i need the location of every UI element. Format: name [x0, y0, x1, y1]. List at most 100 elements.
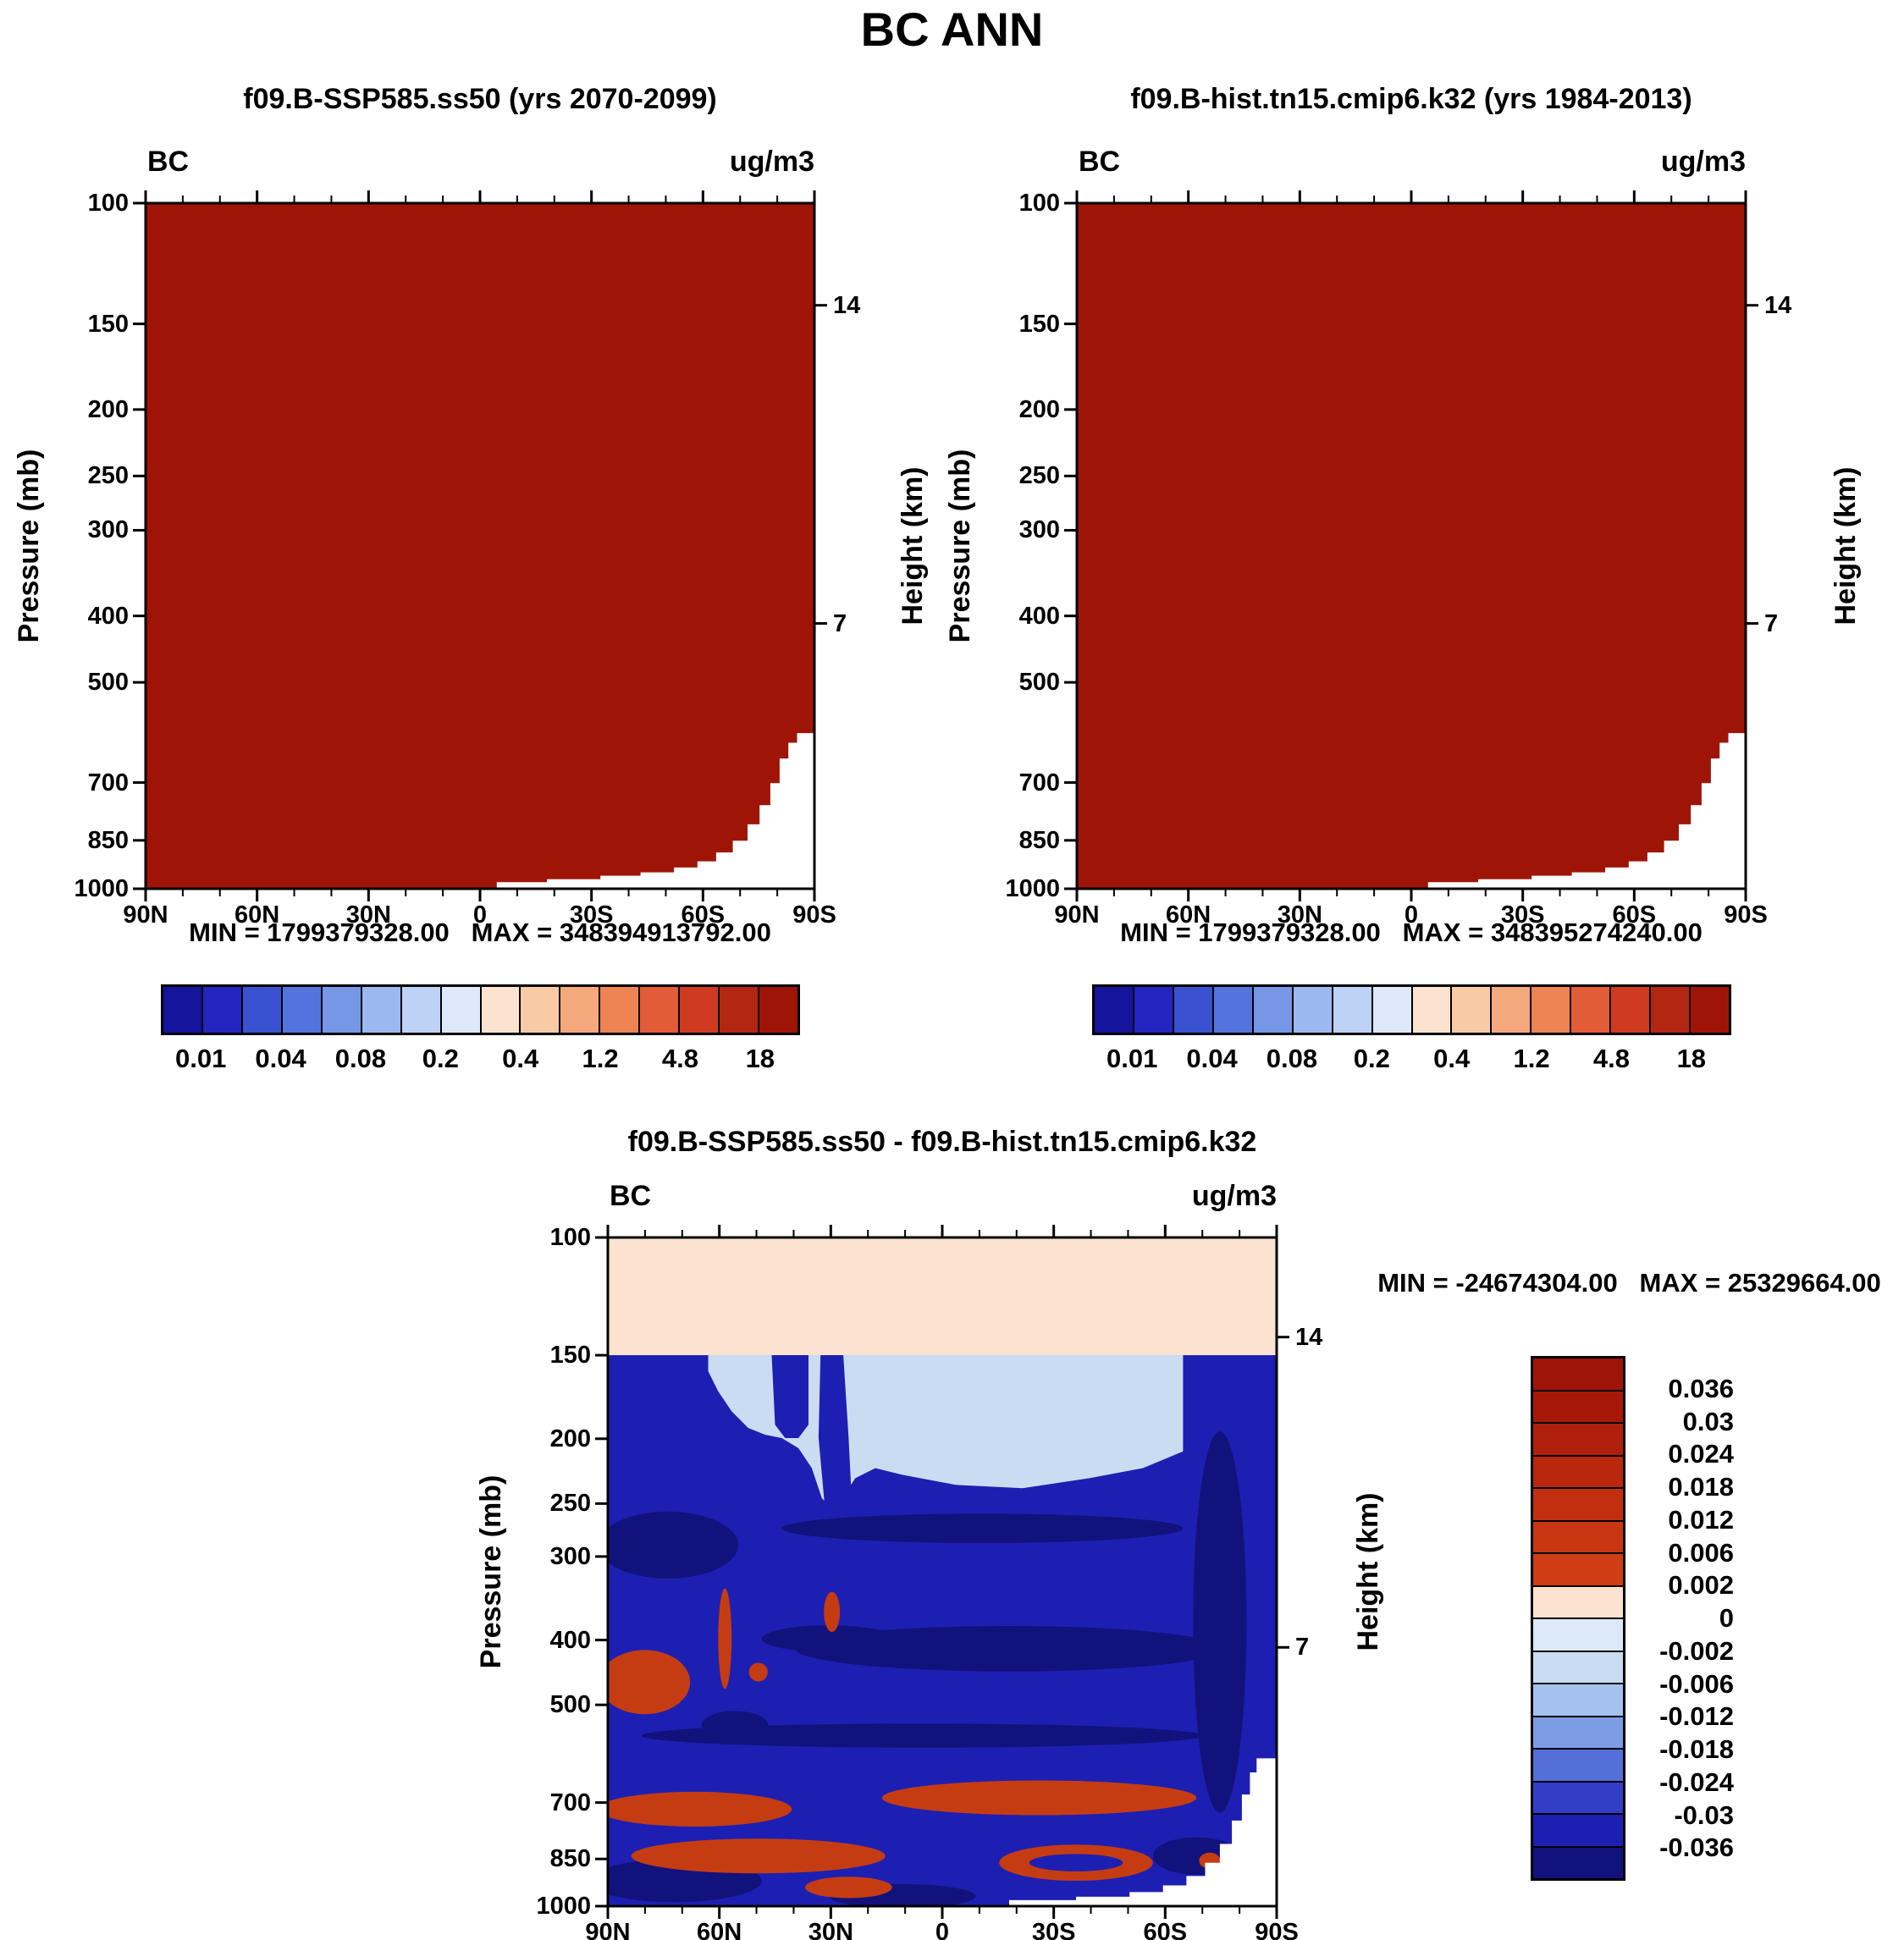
colorbar-diff-label: -0.036	[1659, 1833, 1734, 1863]
hist-latitude-tick-label: 0	[1404, 901, 1419, 929]
diff-latitude-tick-label: 30S	[1031, 1919, 1076, 1940]
contour-region-pos_red	[718, 1588, 732, 1689]
colorbar-diff-label: -0.002	[1659, 1635, 1734, 1666]
colorbar-ssp585-label: 0.04	[255, 1044, 306, 1073]
hist-pressure-tick-label: 100	[1018, 190, 1060, 217]
colorbar-diff-label: -0.018	[1659, 1734, 1734, 1764]
diff-latitude-tick-label: 90N	[585, 1919, 631, 1940]
colorbar-hist-label: 4.8	[1592, 1044, 1630, 1073]
hist-height-tick-label: 7	[1764, 609, 1779, 637]
contour-region-peach	[608, 1237, 1277, 1356]
contour-region-pos_red	[608, 1650, 691, 1715]
ssp585-pressure-tick-label: 500	[87, 669, 129, 697]
colorbar-cell	[1293, 987, 1333, 1033]
ssp585-latitude-tick-label: 60S	[681, 901, 726, 929]
diff-pressure-tick-label: 100	[549, 1224, 591, 1251]
contour-region-main_blue	[1029, 1854, 1123, 1871]
colorbar-cell	[1372, 987, 1413, 1033]
panel-ssp585-field-label: BC	[147, 146, 190, 178]
hist-latitude-tick-label: 60S	[1612, 901, 1657, 929]
panel-hist-units-label: ug/m3	[1660, 146, 1746, 178]
colorbar-cell	[1531, 987, 1572, 1033]
contour-region-white	[1009, 1758, 1277, 1906]
contour-region-pos_red	[881, 1780, 1197, 1816]
diff-latitude-tick-label: 30N	[808, 1919, 853, 1940]
colorbar-cell	[322, 987, 362, 1033]
colorbar-diff-label: 0.006	[1668, 1537, 1734, 1568]
ssp585-pressure-tick-label: 200	[87, 395, 129, 423]
colorbar-cell	[361, 987, 402, 1033]
colorbar-diff-label: 0.002	[1668, 1570, 1734, 1601]
colorbar-cell	[1333, 987, 1373, 1033]
colorbar-cell	[1651, 987, 1692, 1033]
hist-latitude-tick-label: 90N	[1054, 901, 1100, 929]
diff-pressure-tick-label: 400	[549, 1626, 591, 1654]
panel-diff-units-label: ug/m3	[1191, 1180, 1277, 1212]
colorbar-cell	[1533, 1359, 1623, 1392]
colorbar-diff-label: 0.03	[1682, 1406, 1734, 1436]
colorbar-cell	[282, 987, 323, 1033]
colorbar-cell	[1533, 1554, 1623, 1587]
colorbar-cell	[640, 987, 681, 1033]
ssp585-height-tick-label: 14	[833, 291, 861, 319]
hist-pressure-tick-label: 400	[1018, 602, 1060, 630]
figure-title: BC ANN	[860, 3, 1044, 56]
colorbar-diff-label: -0.024	[1659, 1766, 1734, 1797]
colorbar-cell	[1533, 1619, 1623, 1652]
colorbar-cell	[242, 987, 283, 1033]
plot-ssp585	[133, 190, 827, 901]
colorbar-cell	[759, 987, 797, 1033]
colorbar-hist-label: 0.04	[1186, 1044, 1238, 1073]
colorbar-diff-label: 0	[1719, 1603, 1734, 1633]
colorbar-hist-label: 0.2	[1353, 1044, 1390, 1073]
colorbar-cell	[1452, 987, 1493, 1033]
colorbar-cell	[1533, 1815, 1623, 1848]
contour-region-navy	[641, 1723, 1204, 1748]
diff-pressure-tick-label: 1000	[536, 1893, 591, 1920]
contour-region-pos_red	[824, 1591, 841, 1633]
ssp585-pressure-tick-label: 1000	[74, 875, 129, 902]
colorbar-cell	[1213, 987, 1254, 1033]
contour-region-pos_red	[631, 1838, 886, 1874]
colorbar-ssp585-label: 1.2	[582, 1044, 619, 1073]
colorbar-cell	[1533, 1489, 1623, 1522]
hist-pressure-tick-label: 500	[1018, 669, 1060, 697]
colorbar-cell	[1492, 987, 1532, 1033]
colorbar-ssp585-label: 4.8	[661, 1044, 698, 1073]
ssp585-latitude-tick-label: 30N	[345, 901, 391, 929]
diff-latitude-tick-label: 0	[935, 1919, 950, 1940]
colorbar-cell	[441, 987, 482, 1033]
colorbar-ssp585	[161, 984, 800, 1035]
panel-diff-field-label: BC	[610, 1180, 652, 1212]
colorbar-cell	[1533, 1750, 1623, 1783]
hist-pressure-tick-label: 250	[1018, 462, 1060, 490]
panel-hist-minmax: MIN = 1799379328.00 MAX = 348395274240.0…	[1120, 918, 1703, 947]
diff-latitude-tick-label: 60S	[1143, 1919, 1188, 1940]
panel-ssp585-units-label: ug/m3	[729, 146, 814, 178]
panel-ssp585-pressure-axis-title: Pressure (mb)	[13, 449, 45, 643]
colorbar-cell	[1533, 1521, 1623, 1554]
colorbar-cell	[720, 987, 760, 1033]
colorbar-diff-label: 0.024	[1668, 1439, 1734, 1469]
colorbar-cell	[1533, 1684, 1623, 1717]
ssp585-pressure-tick-label: 150	[87, 310, 129, 338]
contour-region-pos_red	[805, 1877, 892, 1899]
panel-hist-pressure-axis-title: Pressure (mb)	[944, 449, 976, 643]
contour-region-main_blue	[771, 1355, 809, 1438]
colorbar-cell	[1134, 987, 1174, 1033]
colorbar-cell	[1533, 1456, 1623, 1489]
colorbar-cell	[1412, 987, 1453, 1033]
contour-region-main_blue	[818, 1355, 853, 1529]
panel-diff-title: f09.B-SSP585.ss50 - f09.B-hist.tn15.cmip…	[627, 1126, 1257, 1158]
diff-pressure-tick-label: 700	[549, 1788, 591, 1816]
hist-pressure-tick-label: 200	[1018, 395, 1060, 423]
colorbar-cell	[680, 987, 720, 1033]
hist-height-tick-label: 14	[1764, 291, 1792, 319]
hist-pressure-tick-label: 700	[1018, 769, 1060, 796]
panel-ssp585-height-axis-title: Height (km)	[897, 466, 929, 626]
colorbar-cell	[1253, 987, 1294, 1033]
hist-pressure-tick-label: 850	[1018, 826, 1060, 854]
colorbar-ssp585-label: 0.2	[422, 1044, 459, 1073]
panel-hist-field-label: BC	[1079, 146, 1121, 178]
